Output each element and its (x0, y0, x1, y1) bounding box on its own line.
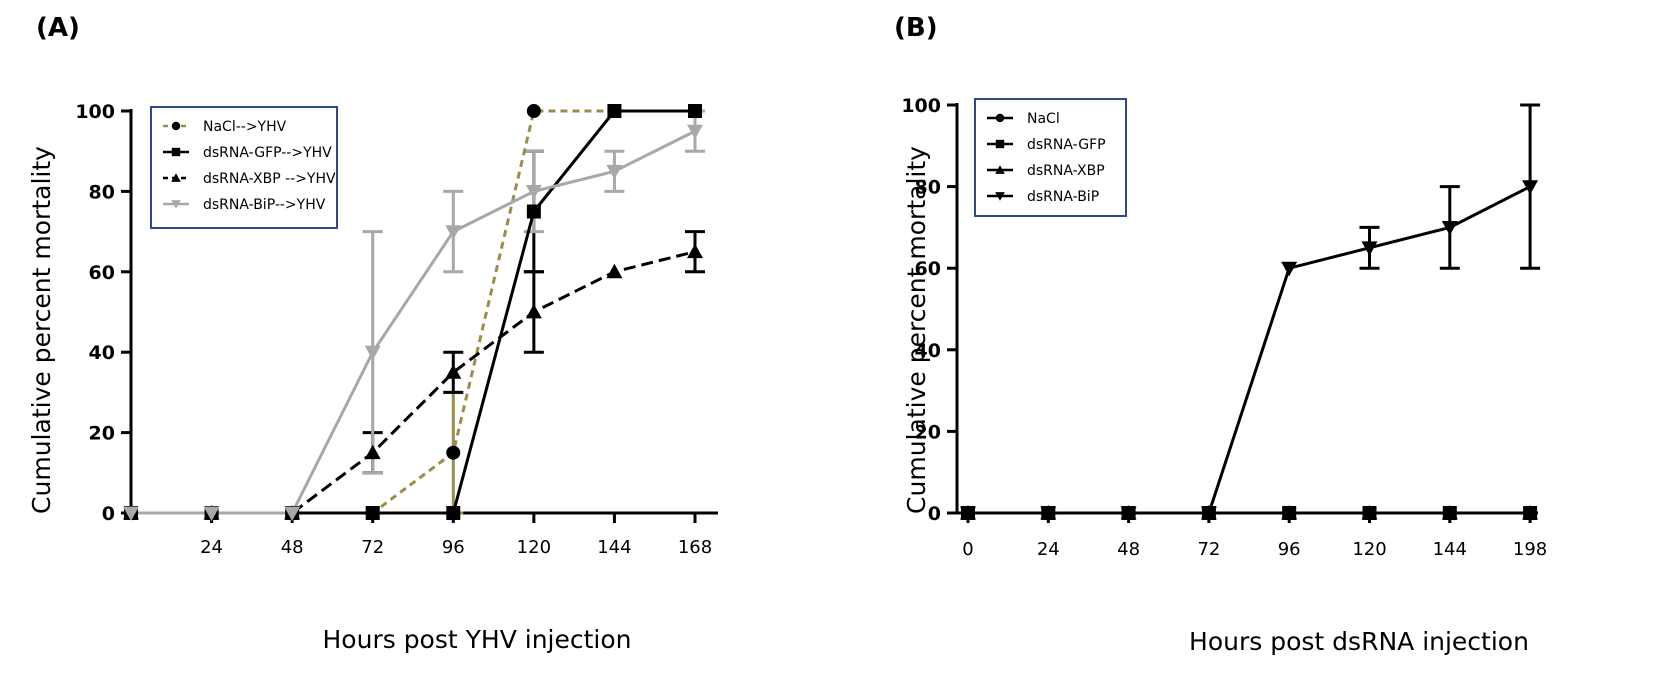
data-point (364, 345, 381, 361)
y-tick-label: 60 (915, 258, 941, 280)
x-tick-label: 96 (1278, 539, 1301, 560)
legend-label-dsrna-xbp: dsRNA-XBP (1027, 163, 1105, 179)
panel-a-y-axis-title: Cumulative percent mortality (27, 146, 56, 514)
y-tick-label: 40 (915, 340, 941, 362)
y-tick-label: 80 (915, 177, 941, 199)
data-point (1120, 506, 1137, 521)
y-tick-label: 0 (102, 503, 115, 525)
panel-a-legend: NaCl-->YHV dsRNA-GFP-->YHV dsRNA-XBP -->YH… (150, 106, 338, 229)
legend-label-dsrna-gfp-yhv: dsRNA-GFP-->YHV (203, 145, 332, 161)
x-tick-label: 144 (597, 537, 631, 558)
y-tick-label: 60 (89, 262, 115, 284)
data-point (1281, 261, 1298, 277)
y-tick-label: 0 (928, 503, 941, 525)
y-tick-label: 80 (89, 181, 115, 203)
data-point (1361, 241, 1378, 256)
y-tick-label: 100 (75, 101, 115, 123)
panel-b-x-axis-title: Hours post dsRNA injection (1189, 627, 1529, 656)
data-point (445, 225, 462, 240)
x-tick-label: 24 (200, 537, 223, 558)
series-markers-dsrna-xbp-yhv (123, 243, 703, 520)
x-tick-label: 0 (962, 539, 973, 560)
data-point (446, 506, 461, 520)
y-tick-label: 20 (89, 423, 115, 445)
data-point (1441, 505, 1458, 520)
legend-label-nacl-yhv: NaCl-->YHV (203, 119, 287, 135)
data-point (364, 444, 381, 460)
data-point (687, 243, 703, 259)
data-point (1522, 505, 1539, 520)
y-tick-label: 40 (89, 342, 115, 364)
x-tick-label: 144 (1433, 539, 1467, 560)
data-point (1040, 506, 1057, 521)
y-tick-label: 100 (901, 95, 941, 117)
panel-b-plot-area: 0 20 40 60 80 100 0 24 48 72 96 120 144 198 (901, 95, 1547, 560)
x-tick-label: 48 (281, 537, 304, 558)
data-point (284, 506, 301, 521)
data-point (525, 304, 542, 319)
legend-marker (171, 173, 181, 182)
panel-a-plot-area: 0 20 40 60 80 100 24 48 72 96 120 144 168 (75, 101, 718, 558)
legend-marker (995, 139, 1005, 149)
legend-marker (171, 200, 181, 209)
data-point (1441, 221, 1458, 236)
data-point (203, 506, 220, 521)
data-point (688, 104, 702, 118)
legend-marker (995, 165, 1005, 174)
data-point (606, 164, 623, 180)
x-tick-label: 120 (517, 537, 551, 558)
data-point (446, 445, 461, 460)
panel-a: (A) Hours post YHV injection Cumulative … (27, 13, 718, 654)
panel-b-y-axis-title: Cumulative percent mortality (902, 146, 931, 514)
data-point (526, 104, 541, 118)
data-point (960, 506, 976, 521)
series-line-dsrna-bip (968, 185, 1531, 515)
data-point (606, 263, 623, 279)
x-tick-label: 72 (361, 537, 384, 558)
panel-b: (B) Hours post dsRNA injection Cumulativ… (894, 13, 1547, 656)
legend-marker (995, 192, 1005, 201)
legend-marker (171, 147, 181, 157)
x-tick-label: 96 (442, 537, 465, 558)
x-tick-label: 168 (678, 537, 712, 558)
legend-label-dsrna-xbp-yhv: dsRNA-XBP -->YHV (203, 171, 336, 187)
legend-label-nacl: NaCl (1027, 111, 1060, 127)
legend-marker (171, 121, 181, 131)
x-tick-label: 198 (1513, 539, 1547, 560)
y-tick-label: 20 (915, 421, 941, 443)
data-point (1281, 505, 1298, 520)
legend-label-dsrna-gfp: dsRNA-GFP (1027, 137, 1106, 153)
x-tick-label: 48 (1117, 539, 1140, 560)
data-point (526, 204, 541, 219)
x-tick-label: 72 (1197, 539, 1220, 560)
data-point (365, 506, 380, 520)
panel-a-label: (A) (36, 13, 80, 43)
series-line-nacl-yhv (131, 109, 695, 515)
x-tick-label: 120 (1352, 539, 1386, 560)
series-markers-dsrna-bip (960, 180, 1539, 521)
data-point (1522, 180, 1539, 195)
data-point (123, 506, 139, 521)
x-tick-label: 24 (1037, 539, 1060, 560)
legend-label-dsrna-bip: dsRNA-BiP (1027, 189, 1099, 205)
legend-marker (995, 113, 1005, 123)
data-point (525, 185, 542, 200)
series-markers-dsrna-bip-yhv (123, 124, 703, 521)
series-line-dsrna-bip-yhv (131, 129, 696, 515)
data-point (607, 104, 622, 118)
panel-b-label: (B) (894, 13, 938, 43)
data-point (1361, 505, 1378, 520)
data-point (687, 124, 703, 140)
data-point (1200, 506, 1217, 521)
panel-b-legend: NaCl dsRNA-GFP dsRNA-XBP dsRNA-BiP (974, 98, 1127, 217)
legend-label-dsrna-bip-yhv: dsRNA-BiP-->YHV (203, 197, 326, 213)
panel-a-x-axis-title: Hours post YHV injection (323, 625, 632, 654)
data-point (445, 364, 462, 379)
